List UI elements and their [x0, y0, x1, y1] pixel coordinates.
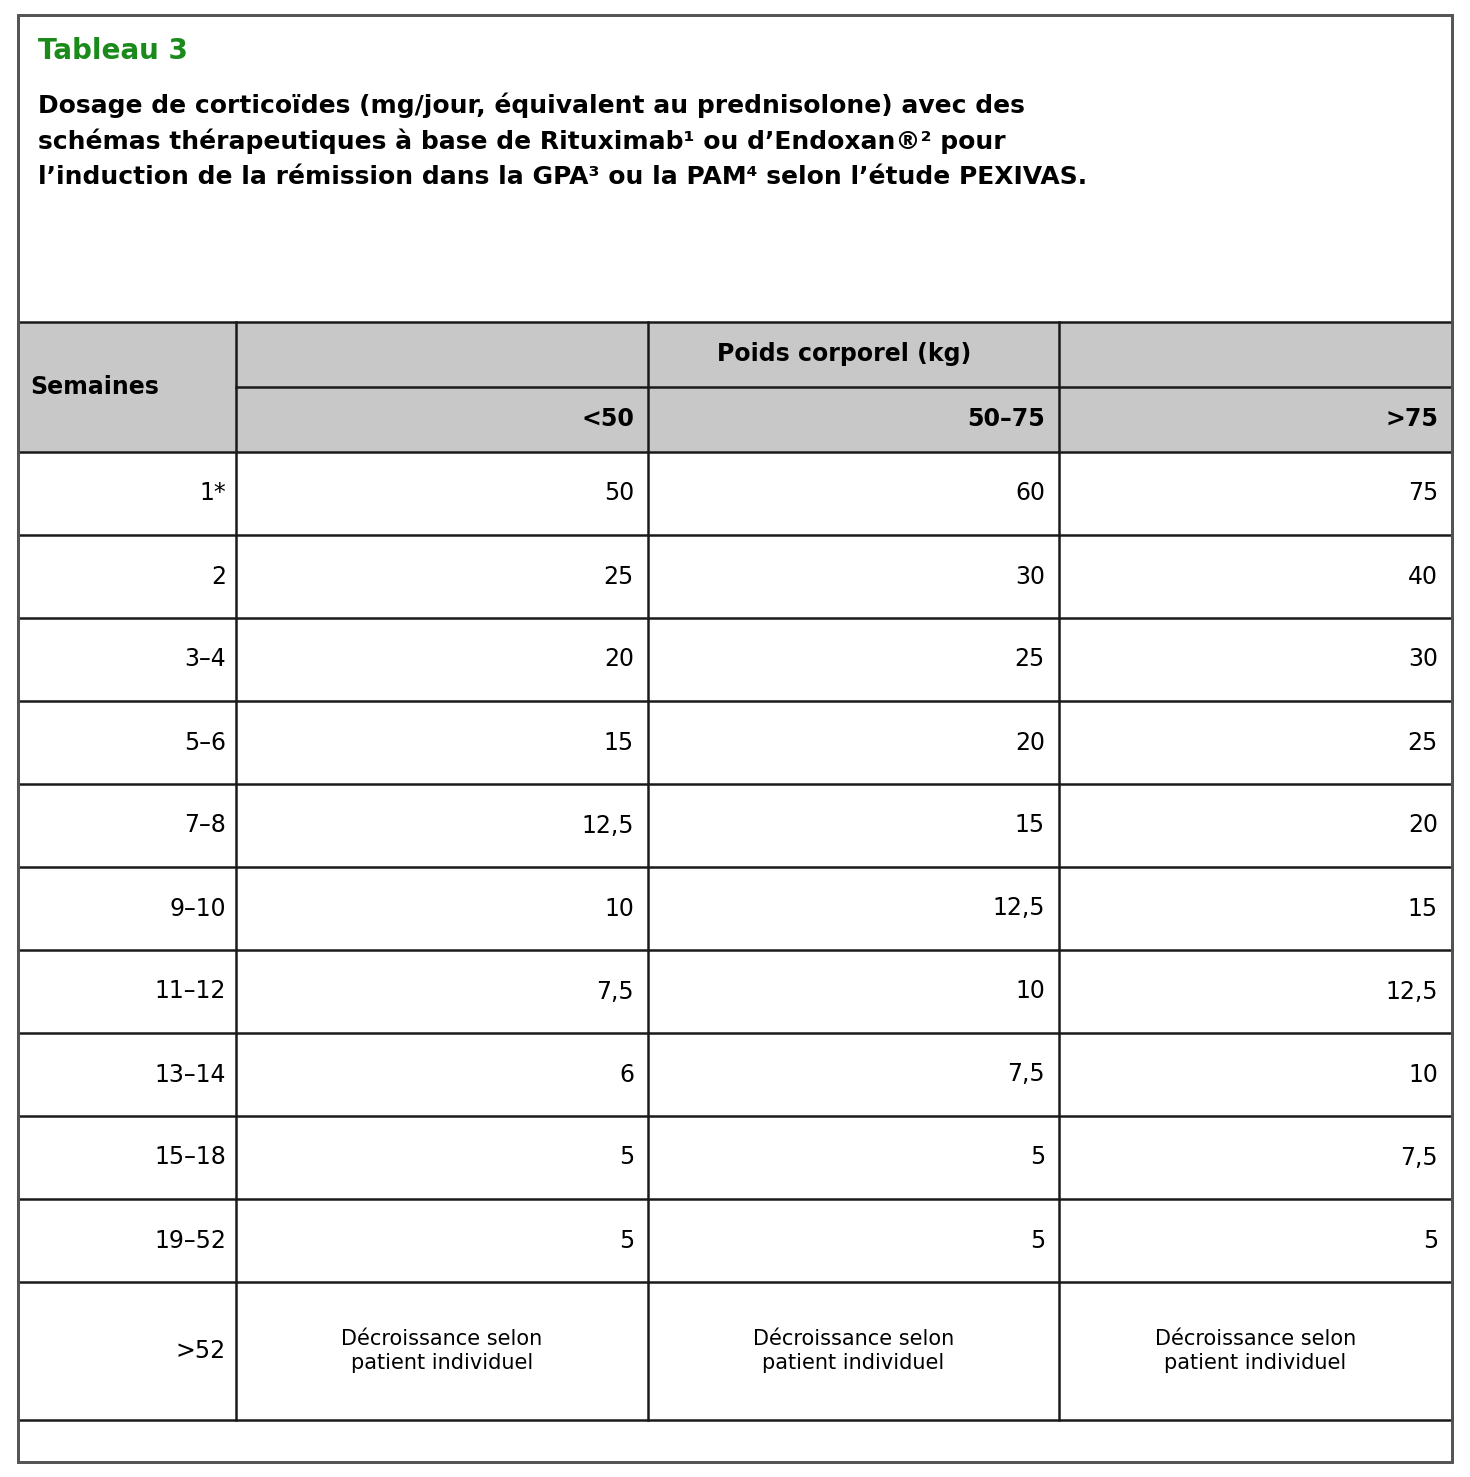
Text: 5: 5 — [1030, 1229, 1045, 1252]
Text: 12,5: 12,5 — [992, 897, 1045, 920]
Text: 7,5: 7,5 — [1401, 1146, 1438, 1170]
Text: 12,5: 12,5 — [582, 814, 634, 837]
Text: 12,5: 12,5 — [1386, 979, 1438, 1003]
Text: >75: >75 — [1385, 408, 1438, 431]
Text: 9–10: 9–10 — [169, 897, 226, 920]
Bar — [18, 617, 1452, 702]
Text: 5: 5 — [1030, 1146, 1045, 1170]
Text: 20: 20 — [1408, 814, 1438, 837]
Text: 1*: 1* — [200, 482, 226, 505]
Text: 5: 5 — [1423, 1229, 1438, 1252]
Text: 40: 40 — [1408, 564, 1438, 588]
Bar — [18, 1282, 1452, 1419]
Text: Décroissance selon
patient individuel: Décroissance selon patient individuel — [753, 1329, 954, 1372]
Text: 25: 25 — [1014, 647, 1045, 672]
Text: Semaines: Semaines — [29, 375, 159, 399]
Text: 30: 30 — [1014, 564, 1045, 588]
Text: 5: 5 — [619, 1229, 634, 1252]
Text: >52: >52 — [176, 1340, 226, 1363]
Text: 60: 60 — [1014, 482, 1045, 505]
Bar — [18, 867, 1452, 950]
Bar — [18, 702, 1452, 784]
Text: 3–4: 3–4 — [184, 647, 226, 672]
Text: 7,5: 7,5 — [1007, 1062, 1045, 1087]
Text: Dosage de corticoïdes (mg/jour, équivalent au prednisolone) avec des
schémas thé: Dosage de corticoïdes (mg/jour, équivale… — [38, 92, 1088, 189]
Text: <50: <50 — [581, 408, 634, 431]
Text: 75: 75 — [1408, 482, 1438, 505]
Bar — [18, 1117, 1452, 1199]
Text: 10: 10 — [1408, 1062, 1438, 1087]
Text: 15: 15 — [1014, 814, 1045, 837]
Text: Tableau 3: Tableau 3 — [38, 37, 188, 65]
Text: 19–52: 19–52 — [154, 1229, 226, 1252]
Text: 7–8: 7–8 — [184, 814, 226, 837]
Text: 20: 20 — [604, 647, 634, 672]
Text: 50: 50 — [604, 482, 634, 505]
Bar — [18, 950, 1452, 1032]
Text: 13–14: 13–14 — [154, 1062, 226, 1087]
Text: 15: 15 — [1408, 897, 1438, 920]
Text: 15–18: 15–18 — [154, 1146, 226, 1170]
Text: Décroissance selon
patient individuel: Décroissance selon patient individuel — [1155, 1329, 1357, 1372]
Text: 25: 25 — [604, 564, 634, 588]
Text: 10: 10 — [604, 897, 634, 920]
Bar — [18, 1032, 1452, 1117]
Text: Poids corporel (kg): Poids corporel (kg) — [717, 343, 972, 366]
Text: 20: 20 — [1014, 731, 1045, 755]
Bar — [18, 784, 1452, 867]
Text: 25: 25 — [1408, 731, 1438, 755]
Bar — [18, 1199, 1452, 1282]
Bar — [18, 452, 1452, 535]
Text: 11–12: 11–12 — [154, 979, 226, 1003]
Text: 30: 30 — [1408, 647, 1438, 672]
Text: Décroissance selon
patient individuel: Décroissance selon patient individuel — [341, 1329, 542, 1372]
Text: 15: 15 — [604, 731, 634, 755]
Text: 5: 5 — [619, 1146, 634, 1170]
Text: 5–6: 5–6 — [184, 731, 226, 755]
Text: 50–75: 50–75 — [967, 408, 1045, 431]
Text: 6: 6 — [619, 1062, 634, 1087]
Text: 10: 10 — [1016, 979, 1045, 1003]
Bar — [18, 535, 1452, 617]
Bar — [18, 322, 1452, 452]
Text: 2: 2 — [212, 564, 226, 588]
Text: 7,5: 7,5 — [597, 979, 634, 1003]
